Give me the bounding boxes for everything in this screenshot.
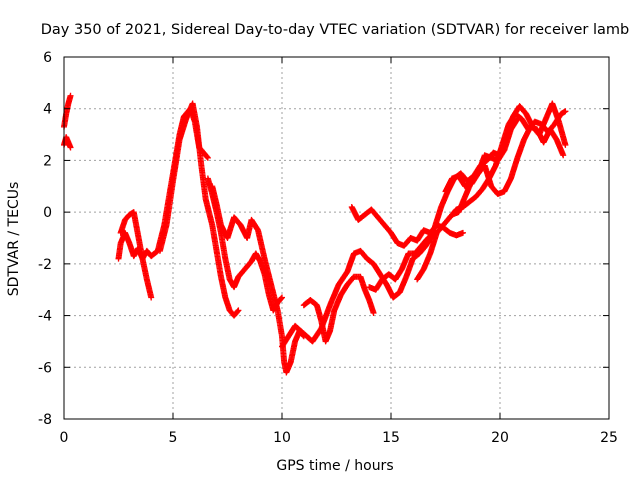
series-track-11 — [366, 232, 438, 293]
x-axis-label: GPS time / hours — [276, 458, 393, 474]
y-tick-label: -8 — [38, 412, 52, 428]
chart-title: Day 350 of 2021, Sidereal Day-to-day VTE… — [41, 22, 630, 38]
x-tick-label: 0 — [60, 430, 69, 446]
y-tick-label: -4 — [38, 309, 52, 325]
x-tick-label: 15 — [382, 430, 400, 446]
y-tick-label: 0 — [43, 205, 52, 221]
data-point — [235, 307, 242, 314]
x-tick-label: 10 — [273, 430, 291, 446]
data-point — [370, 309, 377, 316]
data-point — [204, 154, 211, 161]
y-tick-label: 4 — [43, 102, 52, 118]
data-layer — [61, 92, 569, 376]
data-point — [560, 152, 567, 159]
data-point — [234, 308, 241, 315]
series-track-14 — [449, 123, 567, 218]
data-point — [67, 144, 74, 151]
x-tick-label: 25 — [600, 430, 618, 446]
data-point — [562, 108, 569, 115]
grid — [64, 57, 609, 419]
series-track-9 — [300, 273, 377, 345]
series-track-15 — [442, 116, 521, 195]
y-tick-label: -6 — [38, 360, 52, 376]
data-point — [514, 116, 521, 123]
series-track-4 — [117, 209, 155, 301]
data-point — [278, 295, 285, 302]
x-tick-label: 5 — [169, 430, 178, 446]
data-point — [459, 229, 466, 236]
data-point — [67, 92, 74, 99]
y-axis-label: SDTVAR / TECUs — [6, 182, 22, 297]
y-tick-label: 2 — [43, 153, 52, 169]
series-track-10 — [348, 203, 466, 249]
data-point — [204, 153, 211, 160]
x-tick-label: 20 — [491, 430, 509, 446]
data-point — [562, 141, 569, 148]
series-track-5 — [156, 100, 242, 319]
y-tick-label: 6 — [43, 50, 52, 66]
data-point — [279, 294, 285, 301]
data-point — [148, 294, 155, 301]
plot-frame — [63, 56, 610, 420]
y-tick-label: -2 — [38, 257, 52, 273]
axes: 0 5 10 15 20 25 -8 -6 -4 -2 0 2 4 6 — [38, 50, 618, 446]
